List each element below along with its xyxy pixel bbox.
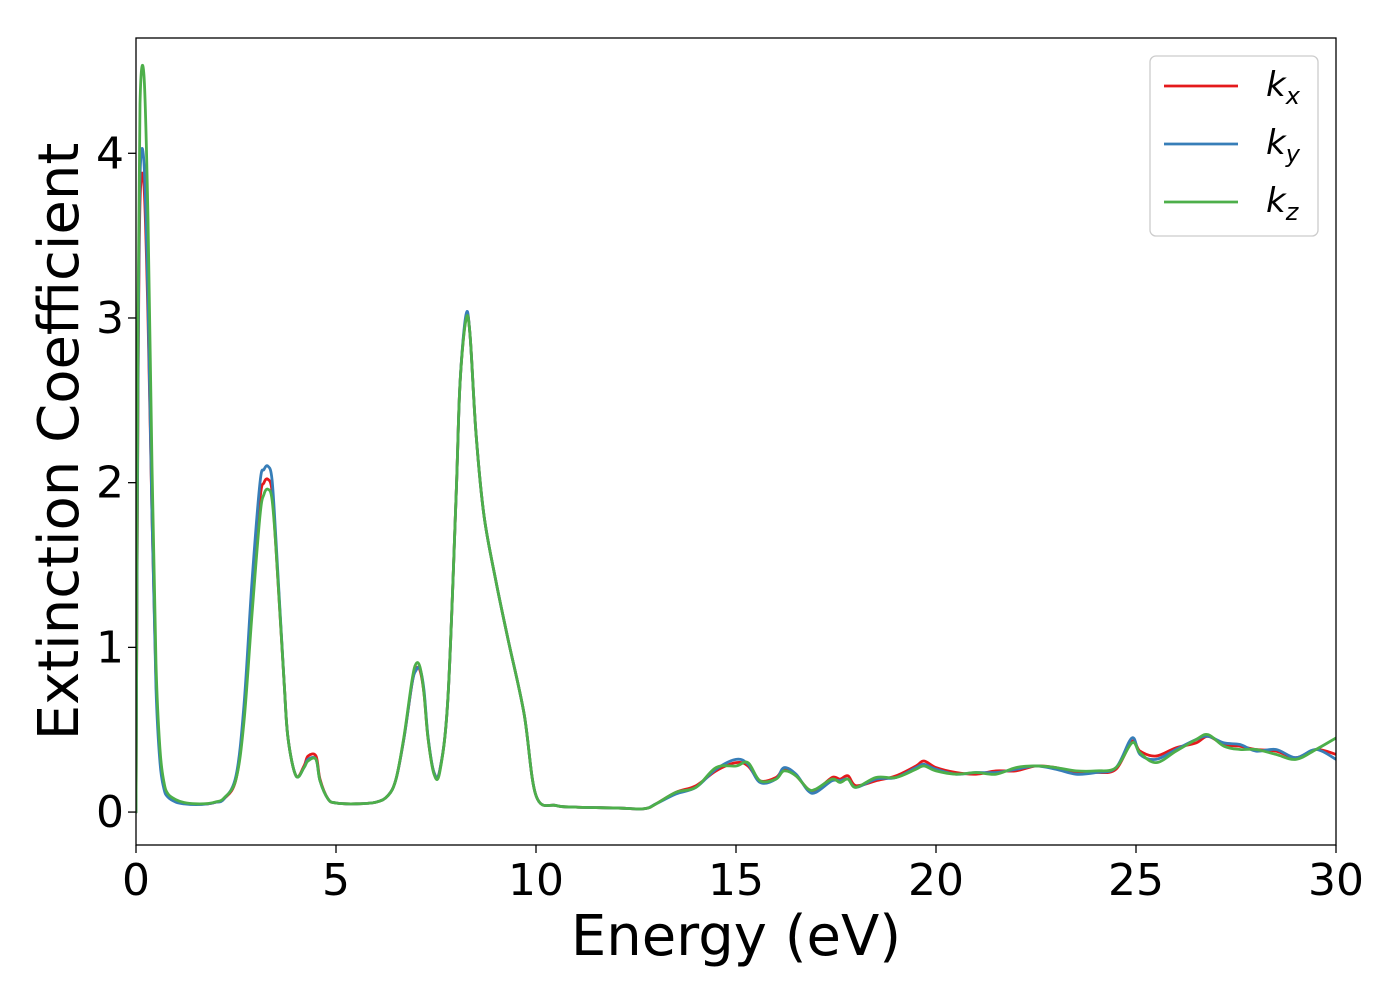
series-layer bbox=[136, 63, 1336, 814]
legend-label: kz bbox=[1266, 181, 1300, 226]
x-tick-label: 5 bbox=[322, 855, 350, 906]
y-tick-label: 2 bbox=[96, 458, 124, 509]
y-axis-title: Extinction Coefficient bbox=[27, 143, 92, 741]
y-tick-label: 4 bbox=[96, 128, 124, 179]
legend-label: kx bbox=[1266, 65, 1301, 110]
y-tick-label: 1 bbox=[96, 622, 124, 673]
x-axis-title: Energy (eV) bbox=[571, 904, 901, 969]
x-tick-label: 20 bbox=[908, 855, 964, 906]
x-tick-label: 30 bbox=[1308, 855, 1364, 906]
series-line-kx bbox=[136, 171, 1336, 814]
legend-box bbox=[1149, 55, 1319, 237]
x-tick-label: 0 bbox=[122, 855, 150, 906]
series-line-ky bbox=[136, 147, 1336, 814]
x-tick-label: 25 bbox=[1108, 855, 1164, 906]
series-line-kz bbox=[136, 63, 1336, 814]
y-tick-label: 3 bbox=[96, 293, 124, 344]
y-tick-label: 0 bbox=[96, 787, 124, 838]
x-axis: 0 5 10 15 20 25 30 bbox=[122, 845, 1364, 906]
legend-label: ky bbox=[1266, 123, 1301, 168]
x-tick-label: 10 bbox=[508, 855, 564, 906]
legend: kx ky kz bbox=[1149, 55, 1319, 237]
y-axis: 0 1 2 3 4 bbox=[96, 128, 136, 838]
x-tick-label: 15 bbox=[708, 855, 764, 906]
